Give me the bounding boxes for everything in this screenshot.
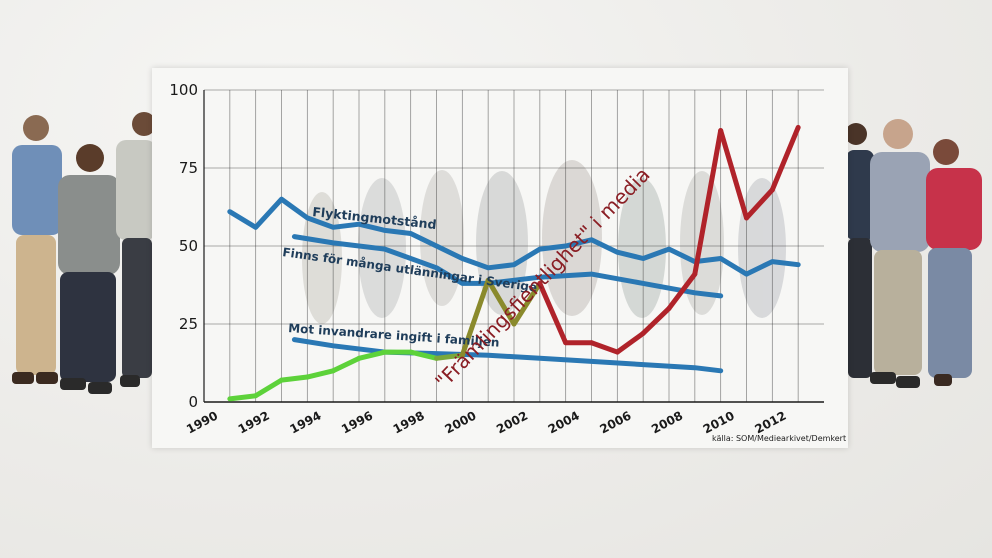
series-segment-media [537, 280, 569, 346]
series-segment-media [356, 349, 388, 361]
y-tick-label: 25 [179, 315, 198, 333]
series-segment-media [640, 305, 672, 336]
series-segment-media [459, 277, 491, 358]
chart-card: 0 25 50 75 100 1990 1992 1994 1996 1998 2000 2002 20… [152, 68, 848, 448]
x-tick-label: 2012 [752, 408, 788, 436]
series-segment-media [227, 393, 259, 402]
x-tick-label: 2010 [701, 408, 737, 436]
x-tick-label: 1996 [339, 408, 375, 436]
line-chart: 0 25 50 75 100 1990 1992 1994 1996 1998 2000 2002 20… [169, 81, 846, 443]
series-segment-media [718, 128, 749, 221]
source-label: källa: SOM/Mediearkivet/Demkert [712, 434, 846, 443]
series-segment-media [589, 340, 620, 355]
series-segment-media [408, 349, 439, 361]
series-segment-media [744, 187, 775, 221]
series-segment-media [769, 124, 801, 193]
person-figure [12, 115, 62, 384]
series-segment-media [666, 271, 698, 311]
series-layer [227, 124, 801, 402]
series-segment-media [485, 277, 517, 327]
series-segment-media [614, 330, 646, 355]
series-segment-media [253, 377, 284, 399]
series-line-2 [291, 337, 724, 374]
y-tick-label: 0 [188, 393, 198, 411]
x-tick-label: 1990 [184, 408, 220, 436]
x-tick-label: 2002 [494, 408, 530, 436]
y-tick-label: 100 [169, 81, 198, 99]
person-figure [116, 112, 156, 387]
series-segment-media [304, 368, 336, 380]
person-figure [845, 123, 874, 378]
y-tick-label: 50 [179, 237, 198, 255]
person-figure [926, 139, 982, 386]
y-tick-label: 75 [179, 159, 198, 177]
series-segment-media [330, 355, 362, 374]
x-tick-label: 1998 [391, 408, 427, 436]
background-crowd [302, 160, 786, 324]
series-segment-media [279, 374, 310, 383]
person-figure [58, 144, 120, 394]
x-tick-label: 2008 [649, 408, 685, 436]
x-tick-label: 1994 [287, 408, 323, 436]
x-tick-label: 2006 [597, 408, 633, 436]
series-segment-media [434, 352, 465, 361]
series-segment-media [692, 128, 724, 277]
x-tick-label: 2000 [442, 408, 478, 436]
series-segment-media [511, 280, 543, 327]
person-figure [870, 119, 930, 388]
x-tick-label: 1992 [236, 408, 272, 436]
series-line-0 [227, 196, 801, 277]
x-tick-label: 2004 [546, 408, 582, 436]
